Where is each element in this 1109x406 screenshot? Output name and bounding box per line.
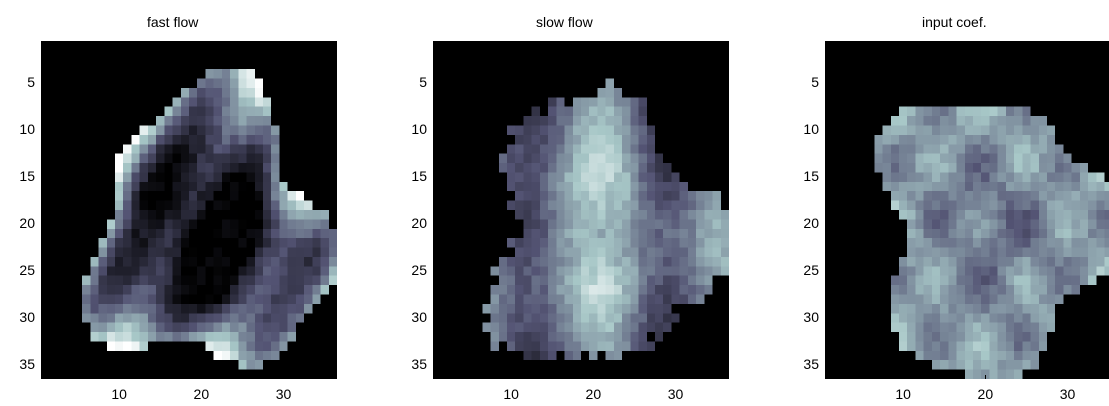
ytick-label: 5	[419, 74, 427, 91]
ytick-label: 35	[411, 355, 427, 372]
ytick-label: 10	[411, 121, 427, 138]
ytick-label: 15	[411, 168, 427, 185]
ytick-mark	[41, 364, 45, 366]
ytick-mark	[41, 130, 45, 132]
ytick-mark	[433, 364, 437, 366]
ytick-label: 30	[803, 308, 819, 325]
input-coef-panel: input coef. 5 10 15 20 25 30 35 10 20 30	[740, 0, 1109, 406]
ytick-label: 5	[27, 74, 35, 91]
ytick-mark	[825, 317, 829, 319]
xtick-mark	[119, 375, 121, 379]
xtick-label: 20	[193, 386, 210, 402]
xtick-label: 10	[503, 386, 519, 402]
xtick-mark	[593, 375, 595, 379]
input-coef-title: input coef.	[922, 14, 987, 30]
slow-flow-heatmap	[433, 41, 729, 379]
xtick-label: 30	[667, 386, 684, 402]
xtick-label: 10	[111, 386, 127, 402]
ytick-label: 20	[803, 215, 819, 232]
ytick-mark	[825, 83, 829, 85]
fast-flow-panel: fast flow 5 10 15 20 25 30 35 10 20 30	[0, 0, 370, 406]
xtick-label: 20	[585, 386, 602, 402]
xtick-mark	[903, 375, 905, 379]
ytick-label: 35	[803, 355, 819, 372]
input-coef-heatmap	[825, 41, 1109, 379]
ytick-mark	[41, 83, 45, 85]
ytick-mark	[433, 224, 437, 226]
ytick-label: 25	[19, 262, 35, 279]
fast-flow-title: fast flow	[147, 14, 199, 30]
ytick-label: 25	[411, 262, 427, 279]
ytick-mark	[433, 83, 437, 85]
ytick-label: 10	[803, 121, 819, 138]
ytick-label: 30	[19, 308, 35, 325]
slow-flow-panel: slow flow 5 10 15 20 25 30 35 10 20 30	[370, 0, 740, 406]
slow-flow-image	[433, 41, 729, 379]
ytick-label: 5	[811, 74, 819, 91]
ytick-mark	[41, 224, 45, 226]
xtick-label: 10	[895, 386, 911, 402]
xtick-mark	[201, 375, 203, 379]
xtick-label: 20	[977, 386, 994, 402]
ytick-mark	[825, 364, 829, 366]
ytick-mark	[433, 317, 437, 319]
ytick-mark	[433, 177, 437, 179]
ytick-mark	[41, 271, 45, 273]
xtick-mark	[511, 375, 513, 379]
ytick-label: 15	[803, 168, 819, 185]
xtick-mark	[675, 375, 677, 379]
xtick-label: 30	[1059, 386, 1076, 402]
fast-flow-heatmap	[41, 41, 337, 379]
ytick-label: 15	[19, 168, 35, 185]
ytick-mark	[41, 177, 45, 179]
ytick-mark	[41, 317, 45, 319]
ytick-mark	[825, 177, 829, 179]
xtick-mark	[985, 375, 987, 379]
xtick-mark	[283, 375, 285, 379]
ytick-label: 25	[803, 262, 819, 279]
ytick-label: 20	[411, 215, 427, 232]
ytick-label: 10	[19, 121, 35, 138]
input-coef-image	[825, 41, 1109, 379]
ytick-label: 30	[411, 308, 427, 325]
ytick-label: 20	[19, 215, 35, 232]
slow-flow-title: slow flow	[536, 14, 593, 30]
ytick-mark	[825, 224, 829, 226]
xtick-mark	[1067, 375, 1069, 379]
xtick-label: 30	[275, 386, 292, 402]
ytick-mark	[433, 271, 437, 273]
ytick-mark	[825, 271, 829, 273]
ytick-mark	[825, 130, 829, 132]
fast-flow-image	[41, 41, 337, 379]
ytick-mark	[433, 130, 437, 132]
ytick-label: 35	[19, 355, 35, 372]
